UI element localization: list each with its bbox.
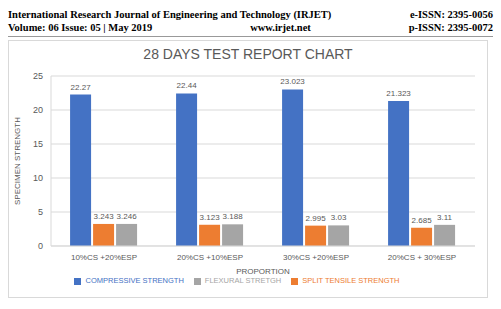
html-text:FLEXURAL STRETGH: FLEXURAL STRETGH: [204, 276, 282, 285]
html-text:SPLIT TENSILE STRENGTH: SPLIT TENSILE STRENGTH: [302, 276, 400, 285]
svg-text:2.995: 2.995: [306, 214, 327, 223]
html-text:p-ISSN: 2395-0072: p-ISSN: 2395-0072: [408, 22, 493, 33]
svg-text:20%CS + 30%ESP: 20%CS + 30%ESP: [388, 253, 456, 262]
svg-text:22.44: 22.44: [177, 81, 198, 90]
svg-text:3.11: 3.11: [437, 213, 453, 222]
svg-text:2.685: 2.685: [412, 216, 433, 225]
svg-text:23.023: 23.023: [280, 77, 305, 86]
svg-text:0: 0: [38, 241, 43, 251]
svg-text:3.246: 3.246: [117, 212, 138, 221]
svg-text:15: 15: [33, 139, 43, 149]
svg-text:3.188: 3.188: [223, 212, 244, 221]
svg-text:PROPORTION: PROPORTION: [236, 267, 290, 276]
svg-text:10: 10: [33, 173, 43, 183]
svg-text:25: 25: [33, 71, 43, 81]
html-text:COMPRESSIVE STRENGTH: COMPRESSIVE STRENGTH: [85, 276, 184, 285]
html-text:www.irjet.net: www.irjet.net: [250, 22, 311, 33]
svg-text:SPECIMEN STRENGTH: SPECIMEN STRENGTH: [13, 117, 22, 205]
svg-text:21.323: 21.323: [386, 89, 411, 98]
html-text:e-ISSN: 2395-0056: e-ISSN: 2395-0056: [409, 9, 493, 20]
svg-text:3.243: 3.243: [94, 212, 115, 221]
svg-text:20%CS +10%ESP: 20%CS +10%ESP: [177, 253, 243, 262]
html-text:International Research Journal: International Research Journal of Engine…: [8, 9, 332, 20]
svg-text:10%CS +20%ESP: 10%CS +20%ESP: [71, 253, 137, 262]
svg-text:30%CS +20%ESP: 30%CS +20%ESP: [283, 253, 349, 262]
svg-text:20: 20: [33, 105, 43, 115]
html-text:28 DAYS TEST REPORT CHART: 28 DAYS TEST REPORT CHART: [143, 46, 353, 62]
svg-text:5: 5: [38, 207, 43, 217]
svg-text:22.27: 22.27: [71, 83, 92, 92]
svg-text:3.03: 3.03: [331, 213, 347, 222]
html-text:Volume: 06 Issue: 05 | May 201: Volume: 06 Issue: 05 | May 2019: [8, 22, 153, 33]
svg-text:3.123: 3.123: [200, 213, 221, 222]
